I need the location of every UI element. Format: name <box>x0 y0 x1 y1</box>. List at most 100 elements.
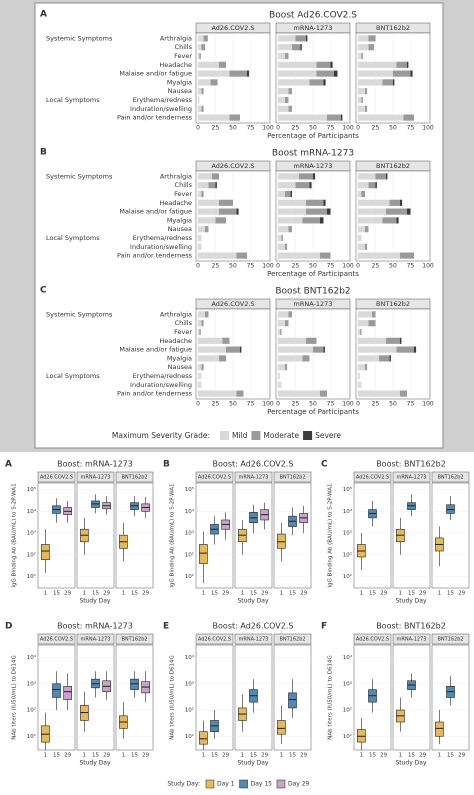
x-tick-label: 75 <box>407 263 415 270</box>
bar-segment <box>278 337 306 344</box>
bar-segment <box>358 381 362 388</box>
bar-segment <box>358 79 383 86</box>
y-tick-label: 10⁴ <box>27 654 37 661</box>
x-tick-label: 50 <box>309 401 317 408</box>
x-tick-label: 25 <box>212 125 220 132</box>
x-tick-label: 1 <box>83 591 87 597</box>
bar-segment <box>247 70 250 77</box>
bar-segment <box>358 70 393 77</box>
panel-label: F <box>321 622 327 632</box>
facet-title: BNT162b2 <box>437 475 463 481</box>
bar-segment <box>278 199 306 206</box>
bar-segment <box>285 243 288 250</box>
facet-panel <box>392 644 431 751</box>
x-tick-label: 25 <box>372 401 380 408</box>
y-tick-label: 10⁴ <box>185 654 195 661</box>
bar-segment <box>400 199 403 206</box>
x-tick-label: 1 <box>438 753 442 759</box>
x-tick-label: 75 <box>327 263 335 270</box>
bar-segment <box>309 182 312 189</box>
x-tick-label: 0 <box>356 401 360 408</box>
bar-segment <box>290 190 292 198</box>
bar-segment <box>302 355 310 362</box>
bar-segment <box>358 390 400 397</box>
x-tick-label: 25 <box>372 263 380 270</box>
bar-segment <box>198 355 219 362</box>
x-tick-label: 100 <box>422 125 434 132</box>
x-tick-label: 50 <box>309 125 317 132</box>
facet-title: BNT162b2 <box>376 300 410 308</box>
facet-title: mRNA-1273 <box>397 637 427 643</box>
bar-segment <box>198 217 216 224</box>
bar-segment <box>414 346 417 353</box>
box <box>63 686 72 700</box>
bar-segment <box>236 252 247 259</box>
bar-segment <box>358 208 386 215</box>
bar-segment <box>198 182 209 189</box>
bar-segment <box>365 364 368 371</box>
x-tick-label: 0 <box>196 401 200 408</box>
bar-segment <box>400 252 414 259</box>
facet-title: BNT162b2 <box>121 637 147 643</box>
bar-segment <box>396 217 399 224</box>
y-axis-label: IgG Binding Ab (BAU/mL) to S-2P-WA1 <box>328 483 334 587</box>
bar-segment <box>205 226 209 233</box>
bar-segment <box>229 70 247 77</box>
bar-segment <box>407 61 409 68</box>
x-tick-label: 0 <box>196 125 200 132</box>
legend-title: Maximum Severity Grade: <box>112 431 210 440</box>
bar-segment <box>278 381 282 388</box>
bar-segment <box>358 199 390 206</box>
x-tick-label: 1 <box>122 591 126 597</box>
x-tick-label: 1 <box>399 591 403 597</box>
bar-segment <box>358 182 369 189</box>
y-axis-label: NAb titers (IU50/mL) to D614G <box>170 655 176 739</box>
x-tick-label: 29 <box>261 591 268 597</box>
x-tick-label: 1 <box>360 591 364 597</box>
bar-segment <box>358 320 369 327</box>
bar-segment <box>358 346 397 353</box>
x-tick-label: 1 <box>44 753 48 759</box>
bar-segment <box>236 208 239 215</box>
bar-segment <box>278 44 292 51</box>
bar-segment <box>198 390 237 397</box>
bar-segment <box>240 346 242 353</box>
bar-segment <box>199 52 201 60</box>
x-tick-label: 50 <box>309 263 317 270</box>
y-tick-label: 10² <box>27 707 36 714</box>
row-label: Pain and/or tenderness <box>117 390 193 398</box>
facet-header <box>431 633 470 645</box>
legend-label: Day 15 <box>251 781 273 788</box>
facet-title: mRNA-1273 <box>239 475 269 481</box>
x-tick-label: 15 <box>211 591 218 597</box>
x-tick-label: 15 <box>250 591 257 597</box>
legend-label: Mild <box>232 431 248 440</box>
bar-segment <box>389 355 391 362</box>
bar-segment <box>198 70 230 77</box>
legend-label: Day 1 <box>217 781 235 788</box>
bar-segment <box>295 182 310 189</box>
x-tick-label: 29 <box>300 591 307 597</box>
panel-title: Boost: BNT162b2 <box>376 622 446 631</box>
bar-segment <box>198 226 205 233</box>
bar-segment <box>386 173 388 180</box>
bar-segment <box>278 320 285 327</box>
x-tick-label: 0 <box>276 401 280 408</box>
facet-title: Ad26.COV2.S <box>211 300 254 308</box>
row-label: Headache <box>159 337 192 345</box>
bar-segment <box>215 182 217 189</box>
bar-segment <box>219 355 226 362</box>
y-tick-label: 10¹ <box>185 733 194 740</box>
row-label: Fever <box>174 328 192 336</box>
facet-panel <box>353 482 392 589</box>
bar-segment <box>358 337 386 344</box>
bar-segment <box>358 114 404 121</box>
x-tick-label: 75 <box>247 401 255 408</box>
x-tick-label: 50 <box>229 125 237 132</box>
bar-segment <box>386 208 407 215</box>
bar-segment <box>396 346 414 353</box>
x-tick-label: 50 <box>229 401 237 408</box>
group-label: Systemic Symptoms <box>46 34 113 42</box>
x-tick-label: 15 <box>447 591 454 597</box>
bar-segment <box>198 199 219 206</box>
